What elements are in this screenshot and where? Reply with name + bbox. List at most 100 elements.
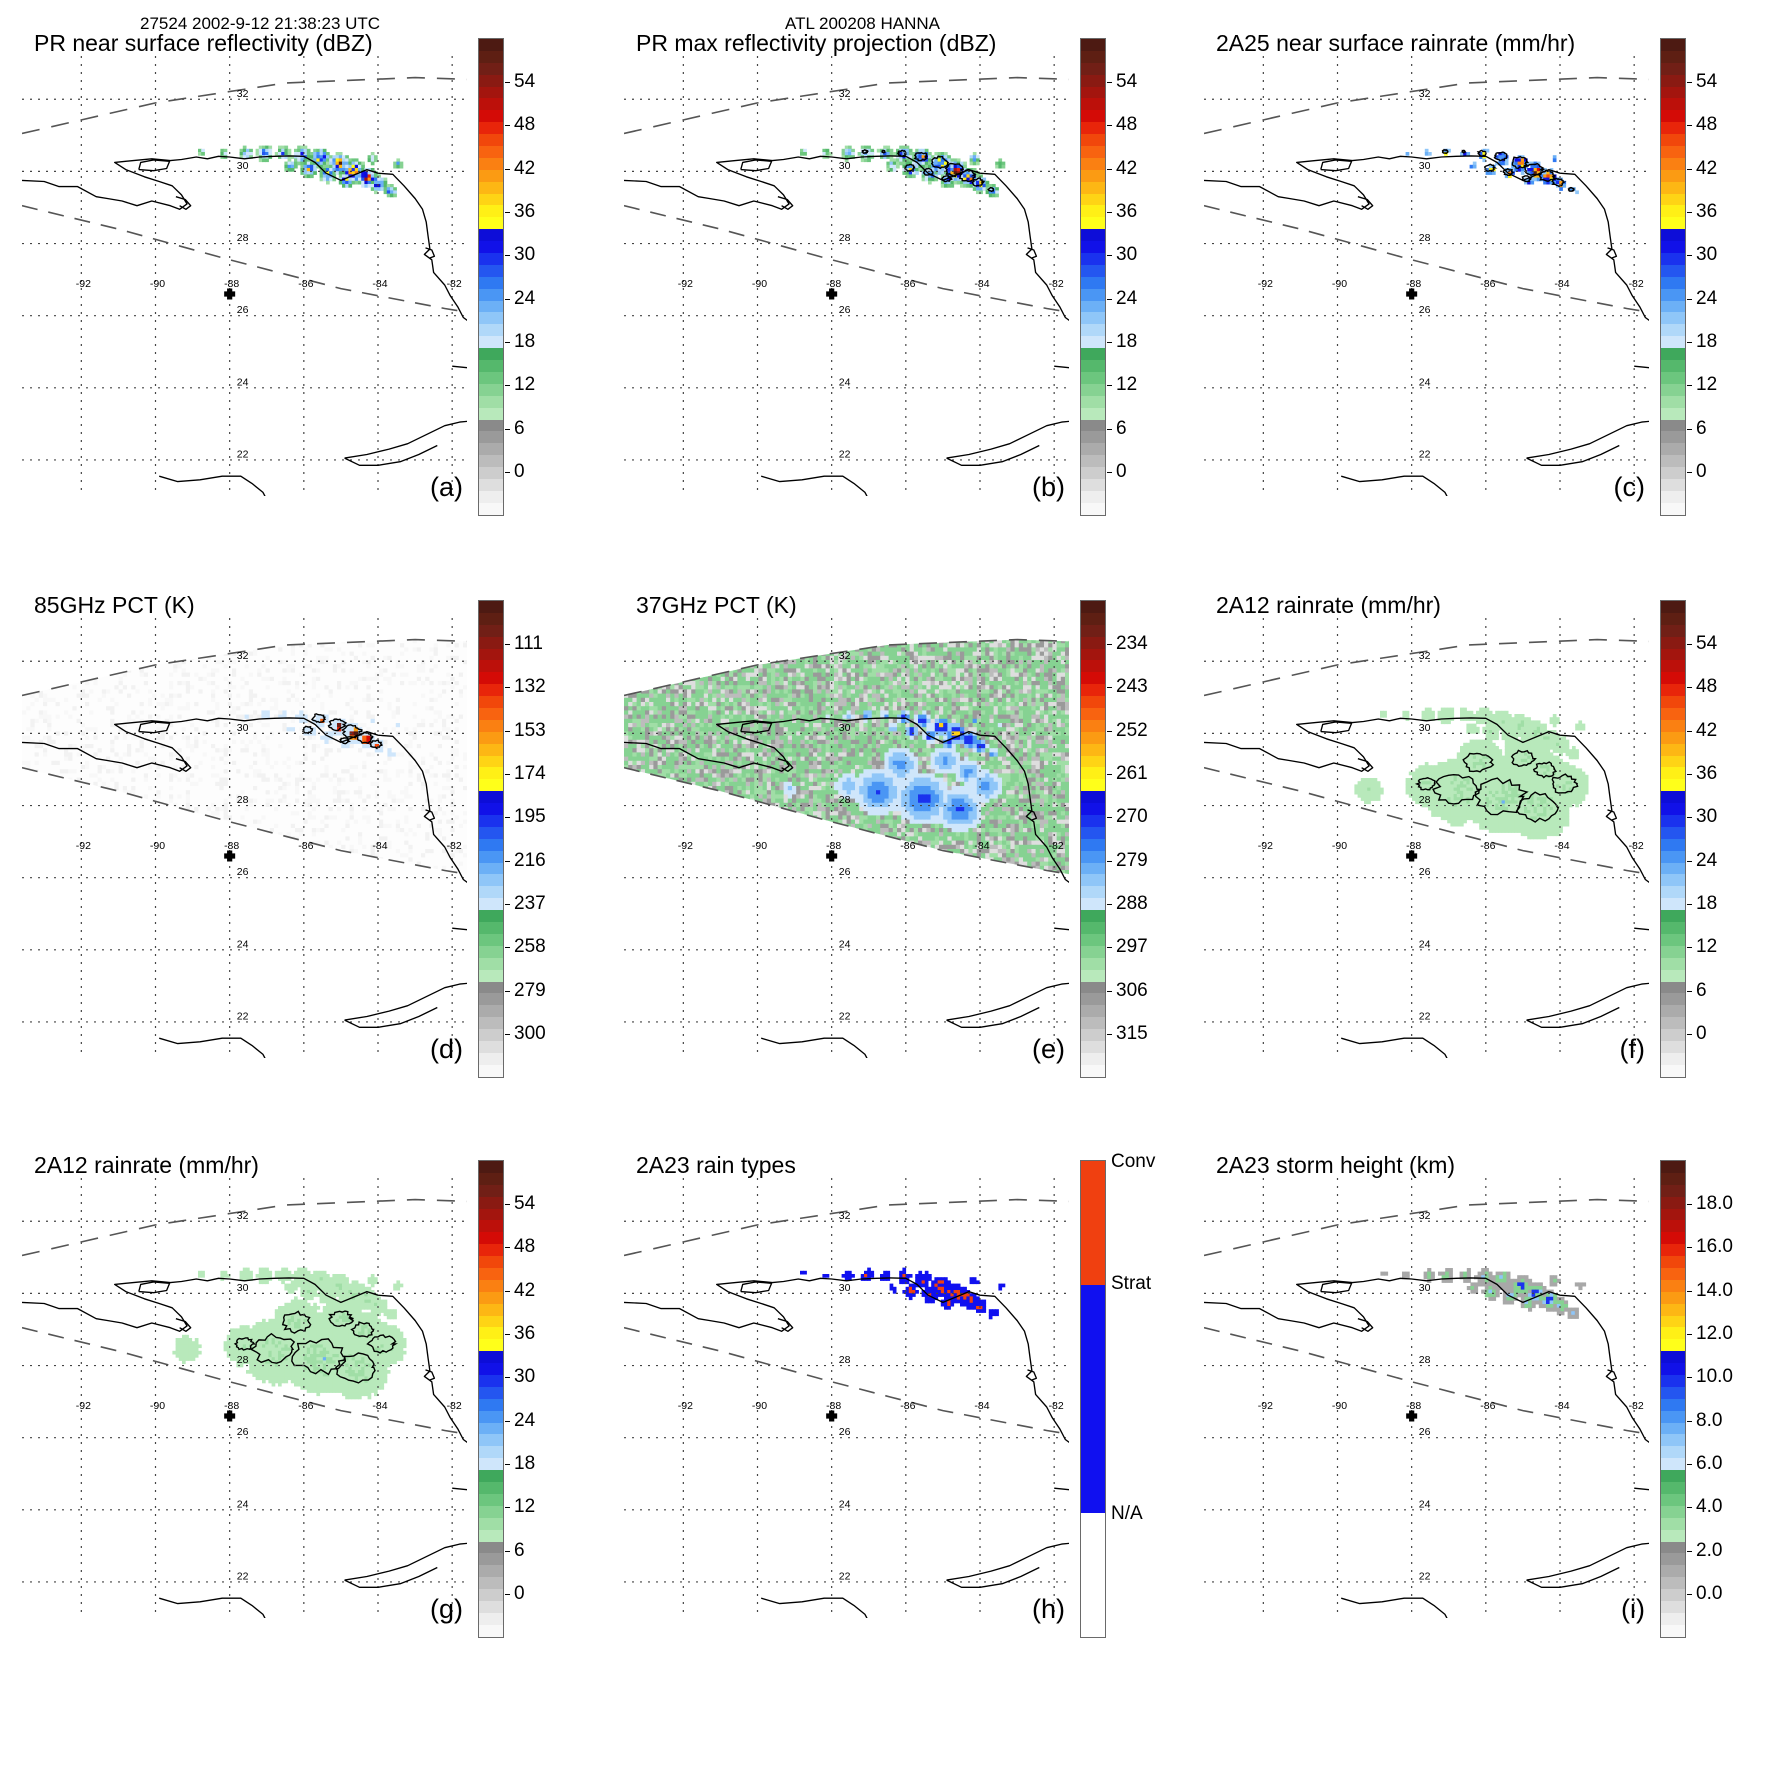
colorbar-segment — [479, 1541, 503, 1554]
colorbar-tick-label: 174 — [505, 763, 546, 785]
colorbar-gradient-h[interactable] — [1080, 1160, 1106, 1638]
colorbar-segment — [1081, 779, 1105, 792]
colorbar-segment — [479, 383, 503, 396]
colorbar-segment — [479, 696, 503, 709]
colorbar-segment — [1661, 1291, 1685, 1304]
colorbar-segment — [479, 1161, 503, 1173]
svg-text:28: 28 — [839, 232, 851, 244]
colorbar-segment — [1661, 601, 1685, 613]
colorbar-segment — [1661, 660, 1685, 673]
colorbar-tick-label: 36 — [1107, 201, 1137, 223]
colorbar-tick-label: 315 — [1107, 1023, 1148, 1045]
colorbar-segment — [1661, 1017, 1685, 1030]
colorbar-segment — [479, 1208, 503, 1221]
colorbar-tick-label: 6.0 — [1687, 1453, 1722, 1475]
colorbar-segment — [479, 217, 503, 230]
colorbar-gradient-d[interactable] — [478, 600, 504, 1078]
colorbar-segment — [479, 1232, 503, 1245]
colorbar-segment — [1661, 826, 1685, 839]
colorbar-tick-label: 12 — [1687, 936, 1717, 958]
panel-d: 85GHz PCT (K) -92 -90 -88 -86 -84 -82 32 30 28 26 2… — [8, 592, 581, 1157]
colorbar-segment — [1661, 146, 1685, 158]
colorbar-segment — [1081, 50, 1105, 63]
map-canvas-b[interactable]: -92 -90 -88 -86 -84 -82 32 30 28 26 24 22 — [624, 56, 1069, 496]
colorbar-tick-label: 0 — [505, 461, 525, 483]
map-canvas-c[interactable]: -92 -90 -88 -86 -84 -82 32 30 28 26 24 22 — [1204, 56, 1649, 496]
colorbar-segment — [1661, 1172, 1685, 1185]
svg-text:30: 30 — [237, 160, 249, 172]
colorbar-segment — [479, 443, 503, 456]
colorbar-gradient-e[interactable] — [1080, 600, 1106, 1078]
map-canvas-i[interactable]: -92 -90 -88 -86 -84 -82 32 30 28 26 24 22 — [1204, 1178, 1649, 1618]
colorbar-segment — [1661, 467, 1685, 479]
svg-text:-84: -84 — [1554, 278, 1569, 290]
colorbar-tick-label: 36 — [505, 201, 535, 223]
colorbar-tick-label: 2.0 — [1687, 1540, 1722, 1562]
colorbar-segment — [479, 288, 503, 301]
colorbar-segment — [479, 612, 503, 625]
colorbar-segment — [1081, 39, 1105, 51]
colorbar-f: 54 48 42 36 30 24 18 12 6 0 — [1660, 600, 1760, 1078]
colorbar-gradient-f[interactable] — [1660, 600, 1686, 1078]
colorbar-segment — [479, 981, 503, 994]
colorbar-segment — [1081, 264, 1105, 277]
colorbar-segment — [1661, 241, 1685, 254]
map-canvas-d[interactable]: -92 -90 -88 -86 -84 -82 32 30 28 26 24 22 — [22, 618, 467, 1058]
panel-b: PR max reflectivity projection (dBZ) -92-… — [610, 30, 1183, 595]
colorbar-tick-label: 30 — [505, 244, 535, 266]
colorbar-segment — [1661, 957, 1685, 970]
svg-text:30: 30 — [839, 160, 851, 172]
colorbar-segment — [1081, 850, 1105, 863]
colorbar-segment — [479, 276, 503, 289]
colorbar-gradient-a[interactable] — [478, 38, 504, 516]
map-canvas-e[interactable]: -92 -90 -88 -86 -84 -82 32 30 28 26 24 22 — [624, 618, 1069, 1058]
colorbar-tick-label: 24 — [1687, 850, 1717, 872]
colorbar-segment — [1661, 1577, 1685, 1590]
panel-label-i: (i) — [1621, 1594, 1645, 1625]
panel-e: 37GHz PCT (K) -92 -90 -88 -86 -84 -82 32 30 28 26 2… — [610, 592, 1183, 1157]
colorbar-segment — [479, 371, 503, 384]
colorbar-segment — [479, 1029, 503, 1041]
colorbar-segment — [1081, 826, 1105, 839]
colorbar-segment — [1081, 324, 1105, 337]
colorbar-segment — [479, 672, 503, 685]
colorbar-segment — [479, 1064, 503, 1077]
colorbar-segment — [479, 1386, 503, 1399]
colorbar-segment — [1081, 467, 1105, 479]
colorbar-segment — [1661, 838, 1685, 851]
colorbar-gradient-b[interactable] — [1080, 38, 1106, 516]
colorbar-segment — [1661, 993, 1685, 1006]
colorbar-segment — [479, 862, 503, 875]
colorbar-tick-label: 300 — [505, 1023, 546, 1045]
colorbar-segment — [479, 708, 503, 720]
colorbar-segment — [1081, 767, 1105, 780]
colorbar-segment — [479, 1517, 503, 1530]
colorbar-tick-label: Strat — [1107, 1273, 1151, 1295]
colorbar-segment — [1081, 193, 1105, 206]
colorbar-segment — [1661, 1398, 1685, 1411]
map-canvas-f[interactable]: -92 -90 -88 -86 -84 -82 32 30 28 26 24 22 — [1204, 618, 1649, 1058]
map-canvas-h[interactable]: -92 -90 -88 -86 -84 -82 32 30 28 26 24 22 — [624, 1178, 1069, 1618]
colorbar-gradient-g[interactable] — [478, 1160, 504, 1638]
colorbar-segment — [1661, 1064, 1685, 1077]
map-canvas-g[interactable]: -92 -90 -88 -86 -84 -82 32 30 28 26 24 22 — [22, 1178, 467, 1618]
colorbar-segment — [1661, 253, 1685, 265]
svg-text:22: 22 — [1419, 448, 1431, 460]
colorbar-segment — [1661, 395, 1685, 408]
colorbar-tick-label: 24 — [505, 1410, 535, 1432]
map-canvas-a[interactable]: -92 -90 -88 -86 -84 -82 32 30 28 26 24 22 — [22, 56, 467, 496]
colorbar-segment — [1081, 490, 1105, 503]
colorbar-segment — [479, 419, 503, 432]
colorbar-gradient-c[interactable] — [1660, 38, 1686, 516]
colorbar-segment — [1661, 1208, 1685, 1221]
colorbar-segment — [479, 1351, 503, 1364]
colorbar-segment — [479, 1624, 503, 1637]
colorbar-segment — [1081, 383, 1105, 396]
colorbar-gradient-i[interactable] — [1660, 1160, 1686, 1638]
colorbar-segment — [1661, 86, 1685, 99]
colorbar-segment — [1661, 502, 1685, 515]
colorbar-tick-label: 30 — [505, 1366, 535, 1388]
colorbar-segment — [479, 1434, 503, 1447]
colorbar-segment — [1661, 1529, 1685, 1542]
colorbar-segment — [479, 945, 503, 958]
